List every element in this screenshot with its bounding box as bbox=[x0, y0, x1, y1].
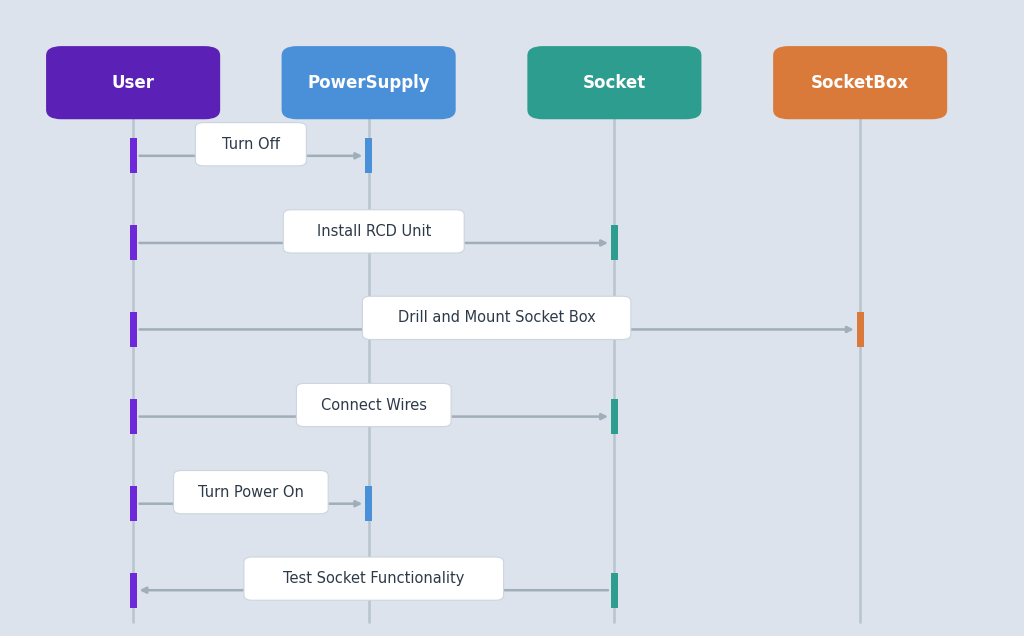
FancyBboxPatch shape bbox=[129, 572, 137, 608]
Text: Test Socket Functionality: Test Socket Functionality bbox=[283, 571, 465, 586]
Text: PowerSupply: PowerSupply bbox=[307, 74, 430, 92]
Text: SocketBox: SocketBox bbox=[811, 74, 909, 92]
FancyBboxPatch shape bbox=[856, 312, 864, 347]
FancyBboxPatch shape bbox=[365, 486, 373, 522]
FancyBboxPatch shape bbox=[196, 123, 306, 166]
FancyBboxPatch shape bbox=[610, 225, 618, 261]
FancyBboxPatch shape bbox=[527, 46, 701, 120]
FancyBboxPatch shape bbox=[610, 399, 618, 434]
Text: Socket: Socket bbox=[583, 74, 646, 92]
FancyBboxPatch shape bbox=[173, 471, 329, 514]
FancyBboxPatch shape bbox=[284, 210, 464, 253]
FancyBboxPatch shape bbox=[362, 296, 631, 340]
Text: User: User bbox=[112, 74, 155, 92]
FancyBboxPatch shape bbox=[129, 312, 137, 347]
Text: Turn Off: Turn Off bbox=[222, 137, 280, 152]
FancyBboxPatch shape bbox=[129, 399, 137, 434]
FancyBboxPatch shape bbox=[46, 46, 220, 120]
Text: Drill and Mount Socket Box: Drill and Mount Socket Box bbox=[397, 310, 596, 326]
Text: Install RCD Unit: Install RCD Unit bbox=[316, 224, 431, 239]
FancyBboxPatch shape bbox=[773, 46, 947, 120]
FancyBboxPatch shape bbox=[296, 384, 452, 427]
Text: Turn Power On: Turn Power On bbox=[198, 485, 304, 500]
FancyBboxPatch shape bbox=[244, 557, 504, 600]
FancyBboxPatch shape bbox=[282, 46, 456, 120]
FancyBboxPatch shape bbox=[129, 225, 137, 261]
FancyBboxPatch shape bbox=[129, 486, 137, 522]
Text: Connect Wires: Connect Wires bbox=[321, 398, 427, 413]
FancyBboxPatch shape bbox=[365, 138, 373, 173]
FancyBboxPatch shape bbox=[610, 572, 618, 608]
FancyBboxPatch shape bbox=[129, 138, 137, 173]
